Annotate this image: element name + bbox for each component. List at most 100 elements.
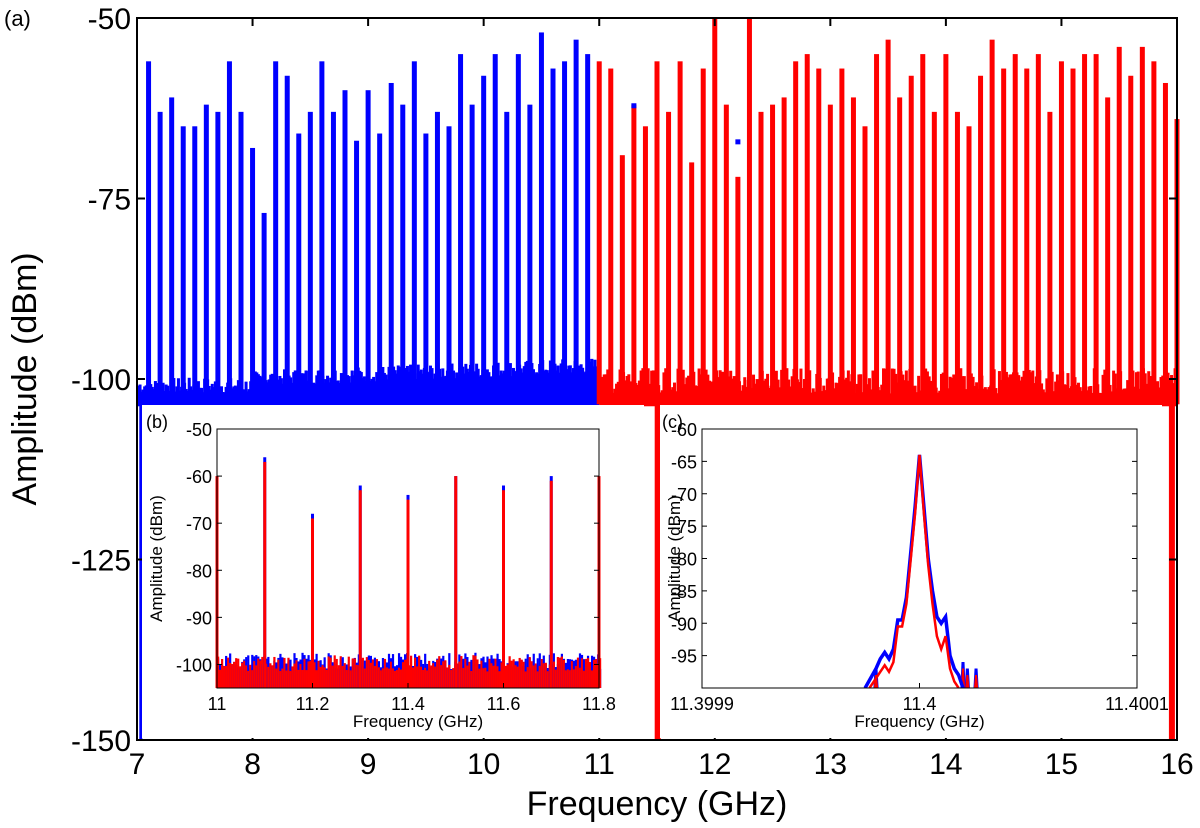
noise-grass-blue [362,376,366,405]
noise-grass-red [767,387,771,405]
noise-grass-red [227,657,230,688]
noise-grass-blue [207,385,211,405]
spectral-line [1151,61,1157,405]
noise-grass-blue [442,376,446,405]
noise-grass-red [820,391,824,405]
noise-grass-red [371,659,375,688]
noise-grass-blue [259,377,263,405]
noise-grass-red [434,666,437,688]
noise-grass-red [355,664,358,688]
noise-grass-red [801,388,805,405]
noise-grass-red [962,376,966,405]
x-axis-label: Frequency (GHz) [353,712,483,731]
noise-grass-red [983,387,987,405]
noise-grass-blue [137,385,140,405]
noise-grass-red [685,377,689,405]
x-tick-label: 12 [698,748,731,781]
noise-grass-red [799,368,803,405]
noise-grass-red [347,656,350,688]
noise-grass-red [834,382,838,405]
spectral-line [839,68,845,405]
noise-grass-red [1113,373,1117,405]
noise-grass-blue [246,391,250,405]
noise-grass-blue [490,376,494,405]
noise-grass-red [229,662,232,688]
noise-grass-red [440,665,443,688]
noise-grass-red [361,657,364,688]
noise-grass-blue [138,384,142,405]
noise-grass-blue [439,376,443,405]
spectral-line [908,75,914,405]
noise-grass-red [414,657,417,688]
noise-grass-red [664,368,668,405]
noise-grass-red [568,670,572,688]
noise-grass-red [925,371,929,405]
y-tick-label: -80 [671,550,697,570]
noise-grass-red [253,661,256,688]
noise-grass-red [1033,383,1037,405]
noise-grass-blue [279,378,283,405]
noise-grass-red [478,668,481,688]
spectral-line [423,133,429,405]
noise-grass-blue [545,370,549,405]
noise-grass-red [343,663,346,688]
panel-label-b: (b) [146,412,168,432]
panel-label-c: (c) [662,412,683,432]
noise-grass-red [646,368,650,405]
noise-grass-blue [255,372,259,405]
spectral-line [406,499,410,688]
noise-grass-red [474,655,477,688]
edge-line-red [654,404,661,740]
noise-grass-red [1087,386,1091,405]
noise-grass-red [752,374,756,405]
noise-grass-red [239,666,242,688]
noise-grass-red [720,371,724,405]
x-tick-label: 11.3999 [670,694,734,714]
noise-grass-blue [535,372,539,405]
spectral-line [354,140,360,405]
noise-grass-red [522,661,525,688]
spectral-line [319,61,325,405]
noise-grass-red [674,391,678,405]
noise-grass-blue [533,374,537,405]
noise-grass-red [588,662,592,688]
noise-grass-blue [384,374,388,405]
noise-grass-red [901,374,905,405]
noise-grass-red [420,666,423,688]
noise-grass-red [903,380,907,405]
x-axis-label: Frequency (GHz) [527,785,788,823]
noise-grass-blue [322,382,326,405]
noise-grass-blue [210,383,214,405]
noise-grass-blue [407,371,411,405]
noise-grass-blue [276,379,280,405]
spectral-line [885,39,891,405]
spectral-line [492,54,498,405]
noise-grass-blue [253,371,257,405]
spectral-line [273,61,279,405]
noise-grass-red [335,658,338,688]
noise-grass-red [283,657,286,688]
noise-grass-blue [235,386,239,405]
noise-grass-blue [513,372,517,405]
noise-grass-red [917,375,921,405]
noise-grass-red [259,660,262,688]
noise-grass-red [1156,381,1160,405]
noise-grass-red [755,379,759,405]
noise-grass-red [716,377,720,405]
noise-grass-blue [279,653,282,688]
x-tick-label: 9 [360,748,377,781]
noise-grass-blue [230,388,234,405]
spectral-line [770,104,776,405]
noise-grass-red [285,670,288,688]
spectral-line [666,111,672,405]
x-tick-label: 11.4001 [1105,694,1169,714]
noise-grass-red [1085,390,1089,405]
noise-grass-red [600,376,604,405]
noise-grass-red [534,663,537,688]
noise-grass-red [964,389,968,405]
noise-grass-blue [544,369,548,405]
spectral-line [342,90,348,405]
noise-grass-red [327,656,330,688]
spectral-line [585,54,591,405]
